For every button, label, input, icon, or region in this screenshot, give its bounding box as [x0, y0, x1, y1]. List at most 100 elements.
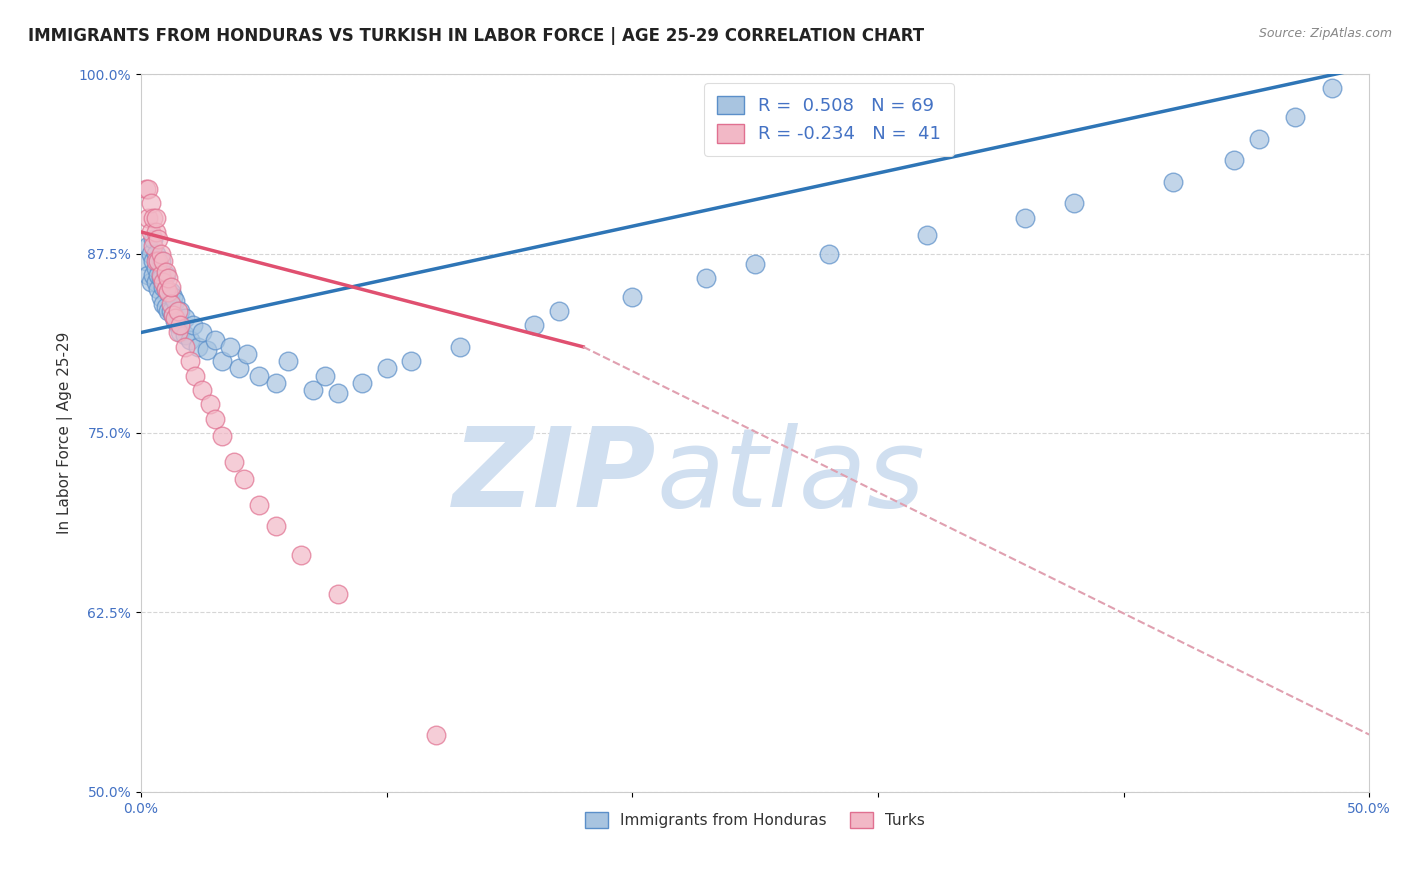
Point	[138, 182, 160, 196]
Point	[326, 587, 349, 601]
Point	[159, 285, 181, 300]
Point	[135, 253, 157, 268]
Point	[145, 246, 167, 260]
Point	[167, 304, 190, 318]
Point	[174, 311, 197, 326]
Point	[152, 279, 174, 293]
Point	[233, 472, 256, 486]
Point	[547, 304, 569, 318]
Point	[204, 411, 226, 425]
Point	[169, 304, 191, 318]
Point	[149, 271, 172, 285]
Point	[155, 282, 177, 296]
Point	[1223, 153, 1246, 168]
Point	[159, 304, 181, 318]
Point	[399, 354, 422, 368]
Point	[157, 285, 180, 300]
Point	[179, 354, 201, 368]
Point	[375, 361, 398, 376]
Point	[155, 265, 177, 279]
Point	[264, 376, 287, 390]
Point	[1322, 81, 1344, 95]
Point	[1284, 110, 1306, 124]
Point	[162, 289, 184, 303]
Point	[155, 268, 177, 282]
Point	[157, 285, 180, 300]
Point	[157, 271, 180, 285]
Point	[1014, 211, 1036, 225]
Point	[169, 326, 191, 340]
Point	[290, 548, 312, 562]
Point	[1161, 175, 1184, 189]
Point	[191, 383, 214, 397]
Point	[247, 498, 270, 512]
Point	[138, 268, 160, 282]
Point	[148, 282, 170, 296]
Point	[181, 318, 204, 333]
Point	[817, 246, 839, 260]
Point	[224, 455, 246, 469]
Point	[139, 246, 162, 260]
Point	[135, 182, 157, 196]
Point	[149, 246, 172, 260]
Point	[139, 225, 162, 239]
Point	[218, 340, 240, 354]
Point	[198, 397, 221, 411]
Point	[197, 343, 219, 357]
Point	[145, 275, 167, 289]
Point	[211, 429, 233, 443]
Point	[145, 253, 167, 268]
Point	[264, 519, 287, 533]
Point	[184, 368, 207, 383]
Point	[149, 253, 172, 268]
Point	[449, 340, 471, 354]
Point	[523, 318, 546, 333]
Y-axis label: In Labor Force | Age 25-29: In Labor Force | Age 25-29	[58, 332, 73, 534]
Point	[204, 333, 226, 347]
Point	[1247, 131, 1270, 145]
Point	[915, 227, 938, 242]
Point	[142, 232, 165, 246]
Point	[165, 314, 187, 328]
Point	[145, 260, 167, 275]
Text: atlas: atlas	[657, 423, 925, 530]
Point	[148, 253, 170, 268]
Point	[165, 293, 187, 308]
Point	[159, 297, 181, 311]
Point	[142, 268, 165, 282]
Point	[152, 297, 174, 311]
Point	[695, 271, 717, 285]
Point	[142, 211, 165, 225]
Point	[247, 368, 270, 383]
Text: ZIP: ZIP	[453, 423, 657, 530]
Point	[167, 326, 190, 340]
Point	[148, 253, 170, 268]
Point	[228, 361, 250, 376]
Point	[157, 304, 180, 318]
Point	[138, 211, 160, 225]
Point	[148, 232, 170, 246]
Point	[1063, 196, 1085, 211]
Point	[149, 289, 172, 303]
Point	[235, 347, 257, 361]
Point	[352, 376, 374, 390]
Point	[139, 275, 162, 289]
Point	[191, 326, 214, 340]
Point	[149, 268, 172, 282]
Point	[138, 239, 160, 253]
Point	[152, 275, 174, 289]
Point	[187, 340, 209, 354]
Point	[314, 368, 336, 383]
Point	[139, 196, 162, 211]
Point	[302, 383, 325, 397]
Text: IMMIGRANTS FROM HONDURAS VS TURKISH IN LABOR FORCE | AGE 25-29 CORRELATION CHART: IMMIGRANTS FROM HONDURAS VS TURKISH IN L…	[28, 27, 924, 45]
Point	[621, 289, 644, 303]
Point	[145, 225, 167, 239]
Point	[152, 253, 174, 268]
Point	[155, 300, 177, 314]
Point	[169, 318, 191, 333]
Point	[145, 211, 167, 225]
Point	[174, 340, 197, 354]
Point	[744, 256, 766, 270]
Legend: Immigrants from Honduras, Turks: Immigrants from Honduras, Turks	[579, 806, 931, 835]
